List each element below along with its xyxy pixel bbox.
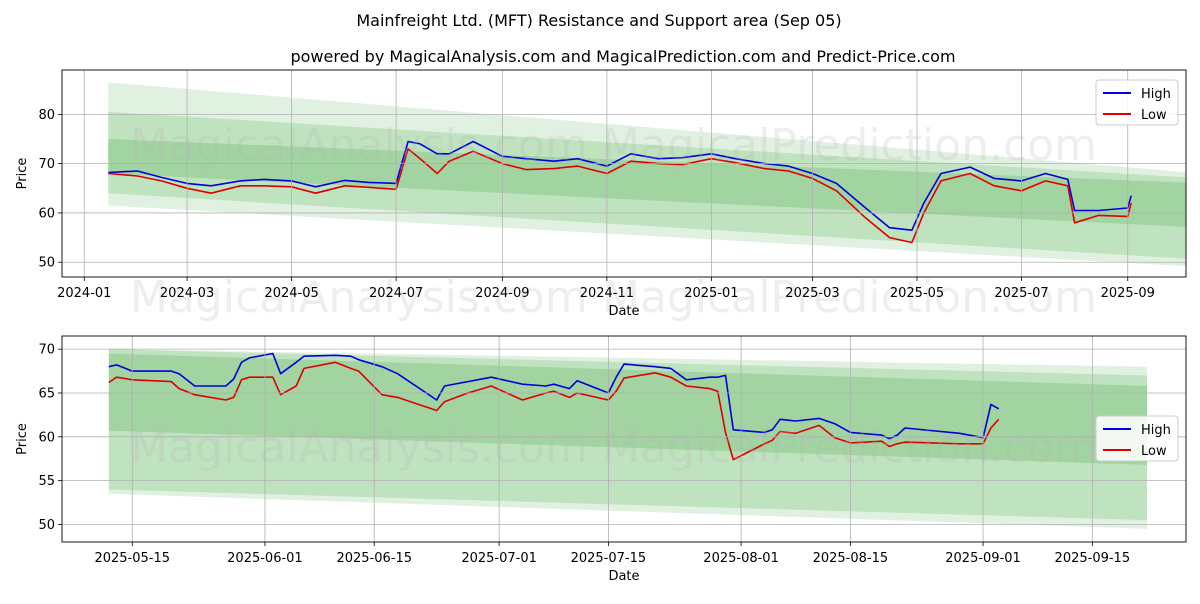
x-tick-label: 2024-07 bbox=[369, 286, 423, 301]
y-tick-label: 50 bbox=[38, 256, 55, 271]
high-series-line bbox=[108, 140, 1132, 231]
x-tick-label: 2025-09-01 bbox=[945, 551, 1021, 566]
plot-area bbox=[108, 82, 1186, 267]
x-tick-label: 2025-08-15 bbox=[813, 551, 889, 566]
bottom-chart-panel: MagicalAnalysis.com MagicalPrediction.com… bbox=[15, 335, 1187, 584]
high-series-line bbox=[108, 352, 1000, 440]
x-tick-label: 2025-09-15 bbox=[1055, 551, 1131, 566]
watermark-text: MagicalPrediction.com bbox=[602, 422, 1097, 473]
chart-subtitle: powered by MagicalAnalysis.com and Magic… bbox=[290, 47, 955, 66]
y-tick-label: 70 bbox=[38, 157, 55, 172]
x-tick-label: 2024-09 bbox=[475, 286, 529, 301]
x-axis-label: Date bbox=[608, 304, 639, 319]
x-tick-label: 2024-05 bbox=[264, 286, 318, 301]
x-tick-label: 2025-05-15 bbox=[94, 551, 170, 566]
low-series-line bbox=[108, 148, 1132, 244]
watermark-text: MagicalAnalysis.com bbox=[130, 422, 588, 473]
x-tick-label: 2025-07 bbox=[994, 286, 1048, 301]
x-tick-label: 2025-05 bbox=[890, 286, 944, 301]
y-tick-label: 55 bbox=[38, 474, 55, 489]
x-tick-label: 2024-03 bbox=[160, 286, 214, 301]
y-axis-label: Price bbox=[15, 158, 30, 190]
y-axis-label: Price bbox=[15, 423, 30, 455]
x-tick-label: 2025-09 bbox=[1101, 286, 1155, 301]
x-axis-label: Date bbox=[608, 569, 639, 584]
x-tick-label: 2025-01 bbox=[684, 286, 738, 301]
legend-label-high: High bbox=[1141, 423, 1171, 438]
watermark-text: MagicalAnalysis.com bbox=[130, 272, 588, 323]
watermark-text: MagicalPrediction.com bbox=[602, 272, 1097, 323]
legend-label-low: Low bbox=[1141, 444, 1167, 459]
x-tick-label: 2025-08-01 bbox=[703, 551, 779, 566]
y-tick-label: 70 bbox=[38, 343, 55, 358]
y-tick-label: 50 bbox=[38, 518, 55, 533]
x-tick-label: 2024-11 bbox=[580, 286, 634, 301]
inner-range-band bbox=[108, 139, 1186, 227]
axes-frame bbox=[61, 335, 1187, 543]
x-tick-label: 2025-06-01 bbox=[227, 551, 303, 566]
y-tick-label: 80 bbox=[38, 108, 55, 123]
watermark-text: MagicalPrediction.com bbox=[602, 120, 1097, 171]
x-tick-label: 2024-01 bbox=[57, 286, 111, 301]
low-series-line bbox=[108, 361, 1000, 461]
chart-title: Mainfreight Ltd. (MFT) Resistance and Su… bbox=[356, 11, 841, 30]
legend-label-low: Low bbox=[1141, 108, 1167, 123]
x-tick-label: 2025-07-01 bbox=[461, 551, 537, 566]
watermark-text: MagicalAnalysis.com bbox=[130, 120, 588, 171]
y-tick-label: 60 bbox=[38, 430, 55, 445]
x-tick-label: 2025-03 bbox=[785, 286, 839, 301]
y-tick-label: 60 bbox=[38, 206, 55, 221]
y-tick-label: 65 bbox=[38, 386, 55, 401]
x-tick-label: 2025-06-15 bbox=[336, 551, 412, 566]
axes-frame bbox=[61, 69, 1187, 278]
legend-label-high: High bbox=[1141, 87, 1171, 102]
x-tick-label: 2025-07-15 bbox=[571, 551, 647, 566]
top-chart-panel: MagicalAnalysis.com MagicalPrediction.com… bbox=[15, 69, 1187, 323]
